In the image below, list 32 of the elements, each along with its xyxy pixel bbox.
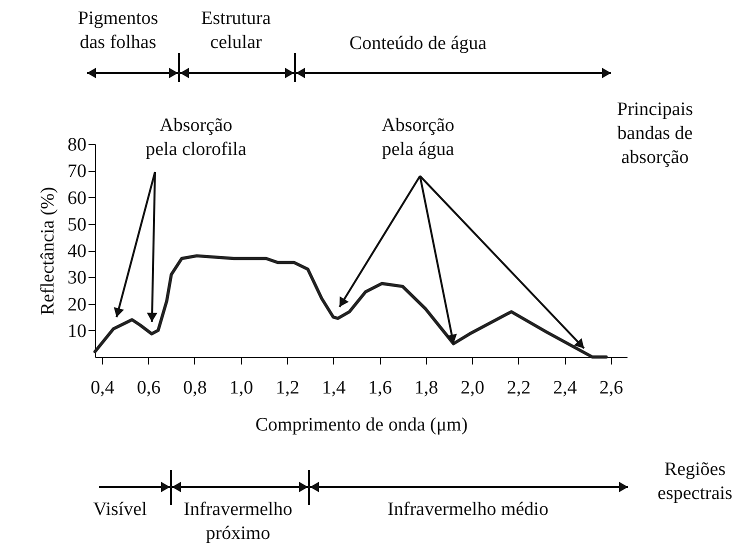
text: Pigmentos das folhas — [78, 8, 158, 53]
x-tick-label: 0,4 — [90, 378, 115, 398]
x-tick-label: 2,2 — [506, 378, 531, 398]
annotation: Absorção pela clorofila — [146, 115, 247, 160]
x-tick-label: 1,8 — [414, 378, 438, 398]
text: Infravermelho médio — [388, 499, 548, 520]
y-tick-label: 80 — [68, 134, 86, 156]
x-tick-label: 0,8 — [183, 378, 207, 398]
y-tick-label: 30 — [68, 268, 86, 289]
x-axis-title: Comprimento de onda (μm) — [255, 414, 468, 436]
y-tick-label: 20 — [68, 294, 86, 316]
y-tick-label: 70 — [68, 161, 86, 182]
text: Conteúdo de água — [349, 33, 488, 54]
annotation: Absorção pela água — [382, 115, 455, 160]
x-tick-label: 2,0 — [460, 378, 484, 398]
text: Estrutura celular — [201, 8, 272, 53]
x-tick-label: 1,4 — [322, 378, 346, 398]
text: Visível — [93, 499, 147, 520]
x-tick-label: 1,0 — [229, 378, 254, 398]
text: Regiões espectrais — [658, 459, 732, 504]
x-tick-label: 1,6 — [368, 378, 392, 398]
x-tick-label: 0,6 — [136, 378, 161, 398]
y-tick-label: 40 — [68, 241, 86, 262]
x-tick-label: 2,6 — [599, 378, 624, 398]
y-tick-label: 50 — [68, 214, 86, 236]
y-tick-label: 10 — [68, 320, 86, 342]
y-tick-label: 60 — [68, 188, 86, 209]
text: Infravermelho próximo — [184, 499, 292, 544]
x-tick-label: 2,4 — [553, 378, 578, 398]
x-tick-label: 1,2 — [276, 378, 300, 398]
annotation: Principais bandas de absorção — [617, 99, 693, 168]
y-axis-title: Reflectância (%) — [38, 186, 58, 316]
